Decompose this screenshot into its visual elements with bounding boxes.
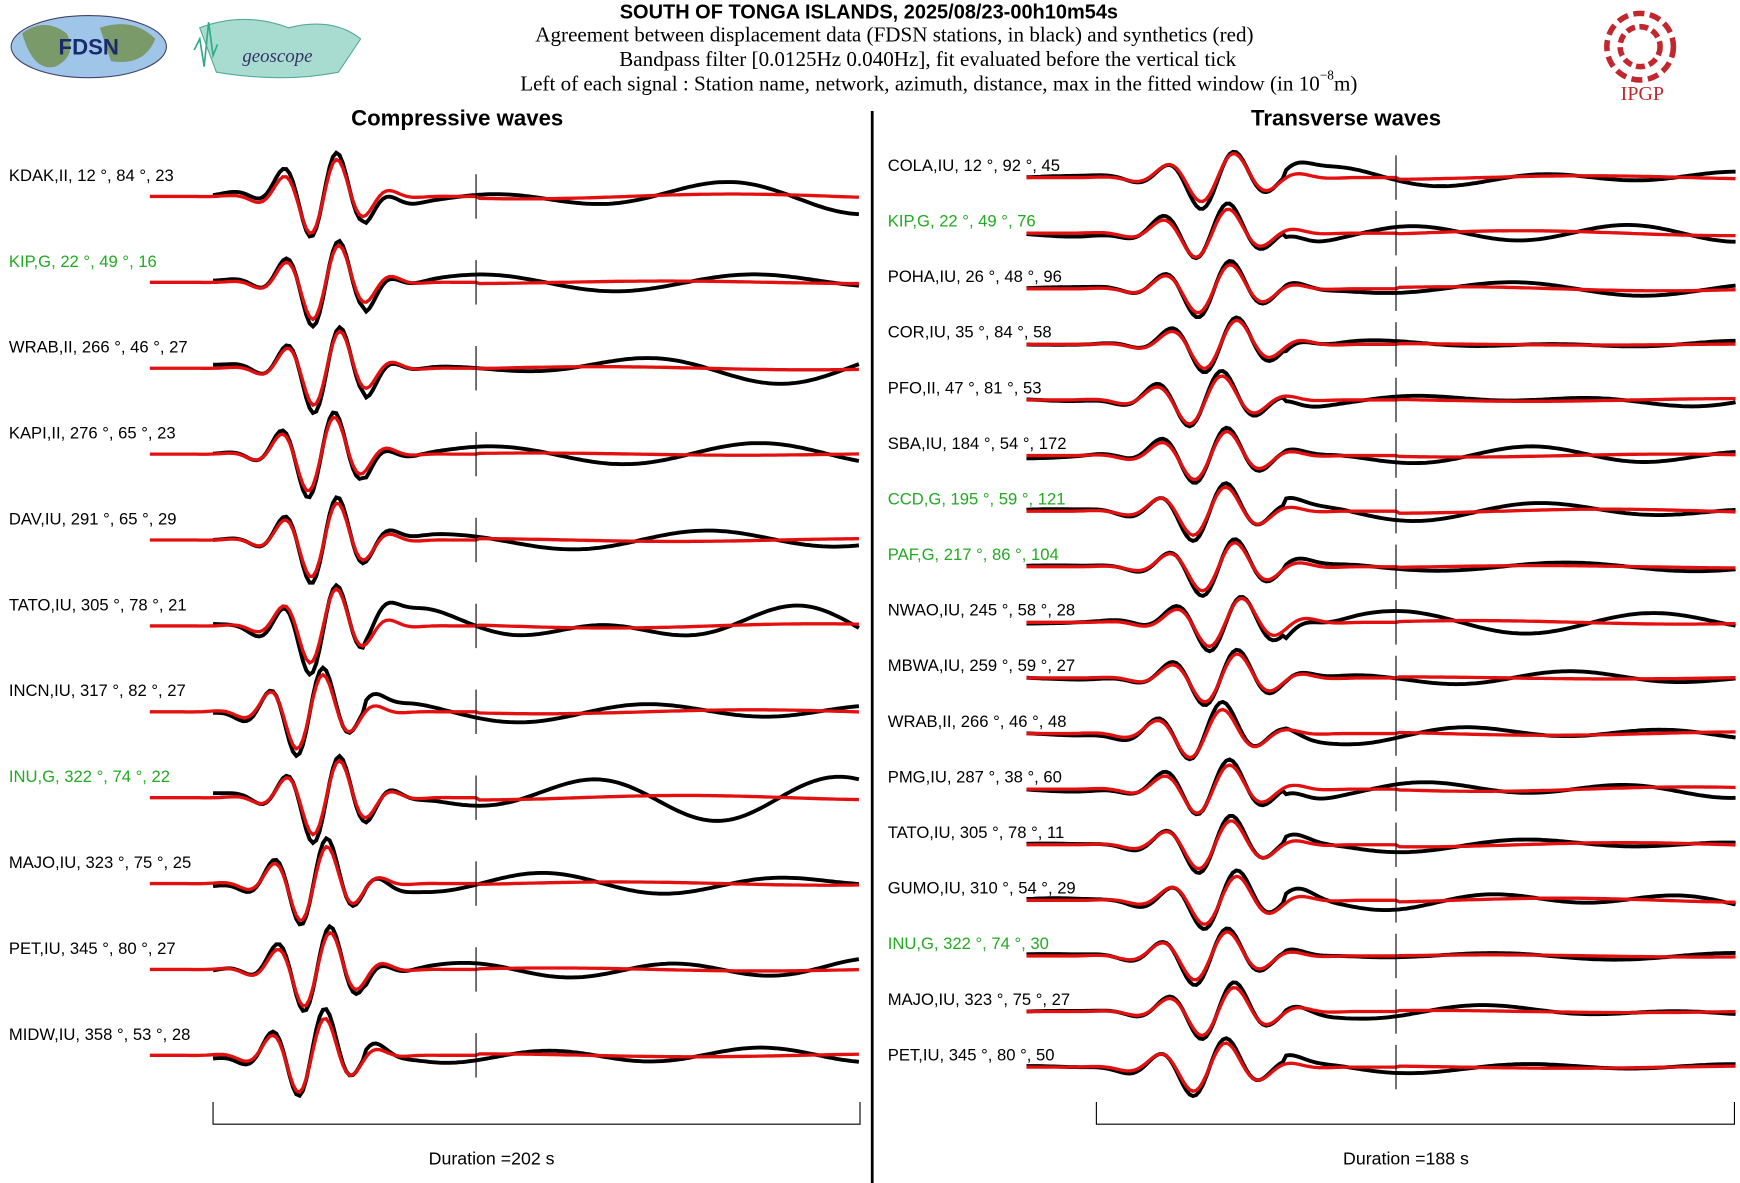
synthetic-trace (1026, 207, 1736, 260)
station-label: PFO,II, 47 °, 81 °, 53 (888, 378, 1042, 397)
data-trace (1026, 425, 1736, 485)
station-label: GUMO,IU, 310 °, 54 °, 29 (888, 879, 1076, 898)
data-trace (212, 753, 860, 846)
data-trace (213, 324, 860, 416)
synthetic-trace (149, 672, 859, 751)
synthetic-trace (149, 157, 859, 236)
station-label: INU,G, 322 °, 74 °, 22 (9, 767, 170, 786)
station-label: PET,IU, 345 °, 80 °, 27 (9, 939, 176, 958)
synthetic-trace (1026, 819, 1736, 871)
station-label: INU,G, 322 °, 74 °, 30 (888, 934, 1049, 953)
synthetic-trace (1026, 985, 1736, 1038)
station-label: PAF,G, 217 °, 86 °, 104 (888, 545, 1059, 564)
station-label: CCD,G, 195 °, 59 °, 121 (888, 489, 1066, 508)
panel-title: Transverse waves (1251, 106, 1441, 131)
station-label: KIP,G, 22 °, 49 °, 16 (9, 252, 157, 271)
synthetic-trace (149, 930, 859, 1008)
synthetic-trace (149, 415, 859, 493)
station-label: WRAB,II, 266 °, 46 °, 27 (9, 338, 188, 357)
ipgp-logo: IPGP (1604, 10, 1677, 105)
synthetic-trace (1026, 429, 1736, 481)
logo-text: IPGP (1621, 83, 1664, 105)
synthetic-trace (1026, 374, 1736, 426)
station-label: WRAB,II, 266 °, 46 °, 48 (888, 712, 1067, 731)
synthetic-trace (149, 758, 859, 837)
geoscope-logo: geoscope (193, 18, 362, 79)
panel-title: Compressive waves (351, 106, 563, 131)
synthetic-trace (1026, 874, 1736, 926)
duration-label: Duration =202 s (429, 1148, 555, 1168)
synthetic-trace (1026, 541, 1736, 593)
logo-text: FDSN (59, 35, 119, 60)
station-label: PMG,IU, 287 °, 38 °, 60 (888, 767, 1062, 786)
station-label: NWAO,IU, 245 °, 58 °, 28 (888, 601, 1075, 620)
data-trace (213, 665, 860, 759)
synthetic-trace (1026, 318, 1736, 370)
data-trace (212, 1007, 860, 1099)
station-label: TATO,IU, 305 °, 78 °, 21 (9, 595, 187, 614)
station-label: SBA,IU, 184 °, 54 °, 172 (888, 434, 1067, 453)
synthetic-trace (149, 1017, 859, 1095)
station-label: PET,IU, 345 °, 80 °, 50 (888, 1045, 1055, 1064)
synthetic-trace (149, 501, 859, 578)
synthetic-trace (1026, 652, 1736, 704)
subtitle: Bandpass filter [0.0125Hz 0.040Hz], fit … (619, 47, 1236, 71)
synthetic-trace (1026, 263, 1736, 315)
synthetic-trace (1026, 930, 1736, 982)
station-label: MAJO,IU, 323 °, 75 °, 25 (9, 853, 191, 872)
data-trace (212, 835, 860, 927)
synthetic-trace (149, 329, 859, 408)
logo-text: geoscope (242, 46, 312, 67)
duration-bracket (1095, 1101, 1736, 1125)
synthetic-trace (1026, 151, 1736, 204)
station-label: INCN,IU, 317 °, 82 °, 27 (9, 681, 186, 700)
station-label: KAPI,II, 276 °, 65 °, 23 (9, 424, 176, 443)
synthetic-trace (1026, 1041, 1736, 1093)
synthetic-trace (149, 243, 859, 322)
station-label: COR,IU, 35 °, 84 °, 58 (888, 323, 1052, 342)
synthetic-trace (1026, 596, 1736, 649)
station-label: TATO,IU, 305 °, 78 °, 11 (888, 823, 1065, 842)
subtitle: Agreement between displacement data (FDS… (535, 22, 1253, 46)
station-label: KDAK,II, 12 °, 84 °, 23 (9, 166, 174, 185)
duration-bracket (212, 1101, 861, 1125)
station-label: POHA,IU, 26 °, 48 °, 96 (888, 267, 1062, 286)
fdsn-logo: FDSN (10, 15, 168, 79)
duration-label: Duration =188 s (1343, 1148, 1469, 1168)
station-label: MIDW,IU, 358 °, 53 °, 28 (9, 1025, 190, 1044)
synthetic-trace (1026, 763, 1736, 815)
station-label: DAV,IU, 291 °, 65 °, 29 (9, 509, 177, 528)
station-label: MAJO,IU, 323 °, 75 °, 27 (888, 990, 1070, 1009)
synthetic-trace (1026, 485, 1736, 538)
station-label: KIP,G, 22 °, 49 °, 76 (888, 211, 1036, 230)
data-trace (1026, 868, 1737, 931)
synthetic-trace (1026, 707, 1736, 760)
synthetic-trace (149, 844, 859, 923)
station-label: COLA,IU, 12 °, 92 °, 45 (888, 156, 1060, 175)
subtitle: Left of each signal : Station name, netw… (520, 68, 1357, 96)
station-label: MBWA,IU, 259 °, 59 °, 27 (888, 656, 1075, 675)
title: SOUTH OF TONGA ISLANDS, 2025/08/23-00h10… (620, 2, 1118, 24)
synthetic-trace (149, 586, 859, 665)
